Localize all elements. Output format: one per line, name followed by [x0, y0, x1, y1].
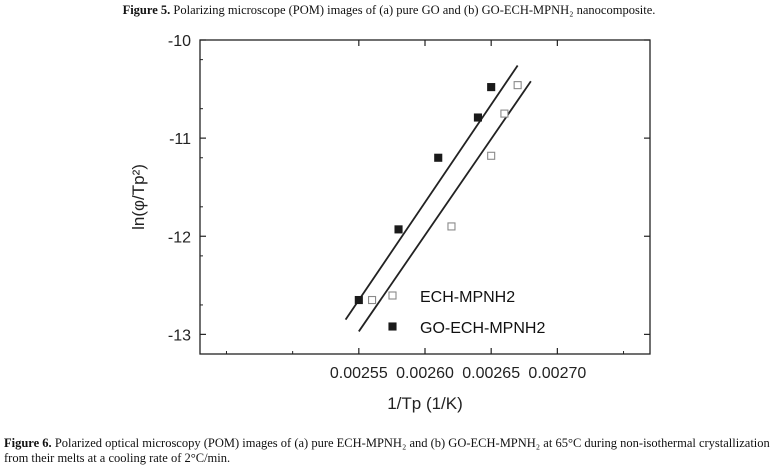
- chart-axes: -13 -12 -11 -10 0.00255 0.00260 0.00265 0.00270…: [129, 33, 651, 413]
- legend: ECH-MPNH2 GO-ECH-MPNH2: [388, 289, 545, 337]
- y-tick-label: -12: [168, 229, 191, 246]
- figure-6-text: Polarized optical microscopy (POM) image…: [4, 436, 770, 465]
- y-tick-label: -13: [168, 327, 191, 344]
- y-tick-label: -10: [168, 33, 191, 50]
- fit-line-go-ech-mpnh2: [344, 65, 519, 321]
- point-ech-mpnh2: [500, 109, 509, 118]
- point-ech-mpnh2: [513, 81, 522, 90]
- figure-5-label: Figure 5.: [122, 3, 171, 17]
- figure-5-caption: Figure 5. Polarizing microscope (POM) im…: [0, 0, 778, 20]
- point-ech-mpnh2: [487, 151, 496, 160]
- point-go-ech-mpnh2: [354, 295, 363, 305]
- plot-frame: [199, 39, 651, 355]
- point-go-ech-mpnh2: [394, 225, 403, 234]
- point-ech-mpnh2: [368, 295, 377, 305]
- legend-marker: [388, 291, 397, 300]
- x-tick-label: 0.00265: [462, 365, 520, 382]
- legend-label: ECH-MPNH2: [420, 289, 515, 306]
- chart-container: -13 -12 -11 -10 0.00255 0.00260 0.00265 0.00270…: [118, 18, 676, 436]
- point-go-ech-mpnh2: [434, 153, 443, 162]
- point-go-ech-mpnh2: [487, 83, 496, 92]
- x-tick-label: 0.00270: [528, 365, 586, 382]
- x-tick-label: 0.00255: [330, 365, 388, 382]
- figure-5-text: Polarizing microscope (POM) images of (a…: [173, 3, 656, 17]
- y-tick-label: -11: [169, 131, 191, 148]
- figure-6-label: Figure 6.: [4, 436, 52, 450]
- x-axis-label: 1/Tp (1/K): [387, 394, 463, 413]
- point-ech-mpnh2: [447, 222, 456, 231]
- fit-lines: [344, 65, 532, 332]
- data-points: [354, 81, 522, 305]
- legend-marker: [388, 322, 397, 331]
- y-axis-label: ln(φ/Tp²): [129, 164, 148, 230]
- x-tick-label: 0.00260: [396, 365, 454, 382]
- point-go-ech-mpnh2: [473, 113, 482, 122]
- fit-line-ech-mpnh2: [358, 80, 532, 332]
- legend-label: GO-ECH-MPNH2: [420, 320, 545, 337]
- figure-6-caption: Figure 6. Polarized optical microscopy (…: [4, 436, 774, 466]
- chart-svg: -13 -12 -11 -10 0.00255 0.00260 0.00265 0.00270…: [129, 33, 651, 413]
